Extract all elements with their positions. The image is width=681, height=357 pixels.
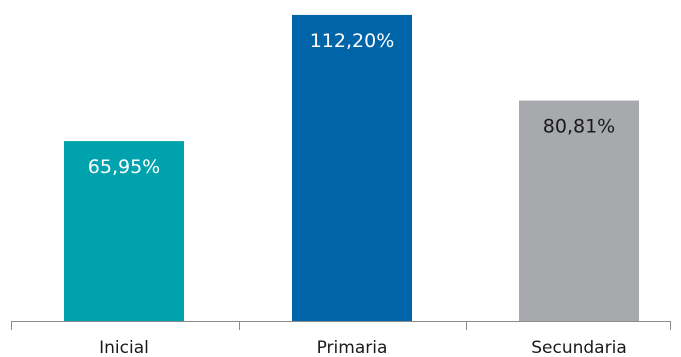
category-labels-group: Inicial Primaria Secundaria xyxy=(99,338,627,357)
x-axis xyxy=(11,321,671,330)
bar-value-labels-group: 65,95% 112,20% 80,81% xyxy=(88,30,615,178)
value-label-primaria: 112,20% xyxy=(310,30,395,52)
value-label-inicial: 65,95% xyxy=(88,156,160,178)
bar-secundaria xyxy=(519,100,639,321)
category-label-primaria: Primaria xyxy=(317,338,388,357)
bars-group xyxy=(64,14,639,322)
bar-inicial xyxy=(64,141,184,321)
category-label-inicial: Inicial xyxy=(99,338,149,357)
value-label-secundaria: 80,81% xyxy=(543,116,615,138)
category-label-secundaria: Secundaria xyxy=(531,338,626,357)
bar-primaria xyxy=(292,14,412,322)
